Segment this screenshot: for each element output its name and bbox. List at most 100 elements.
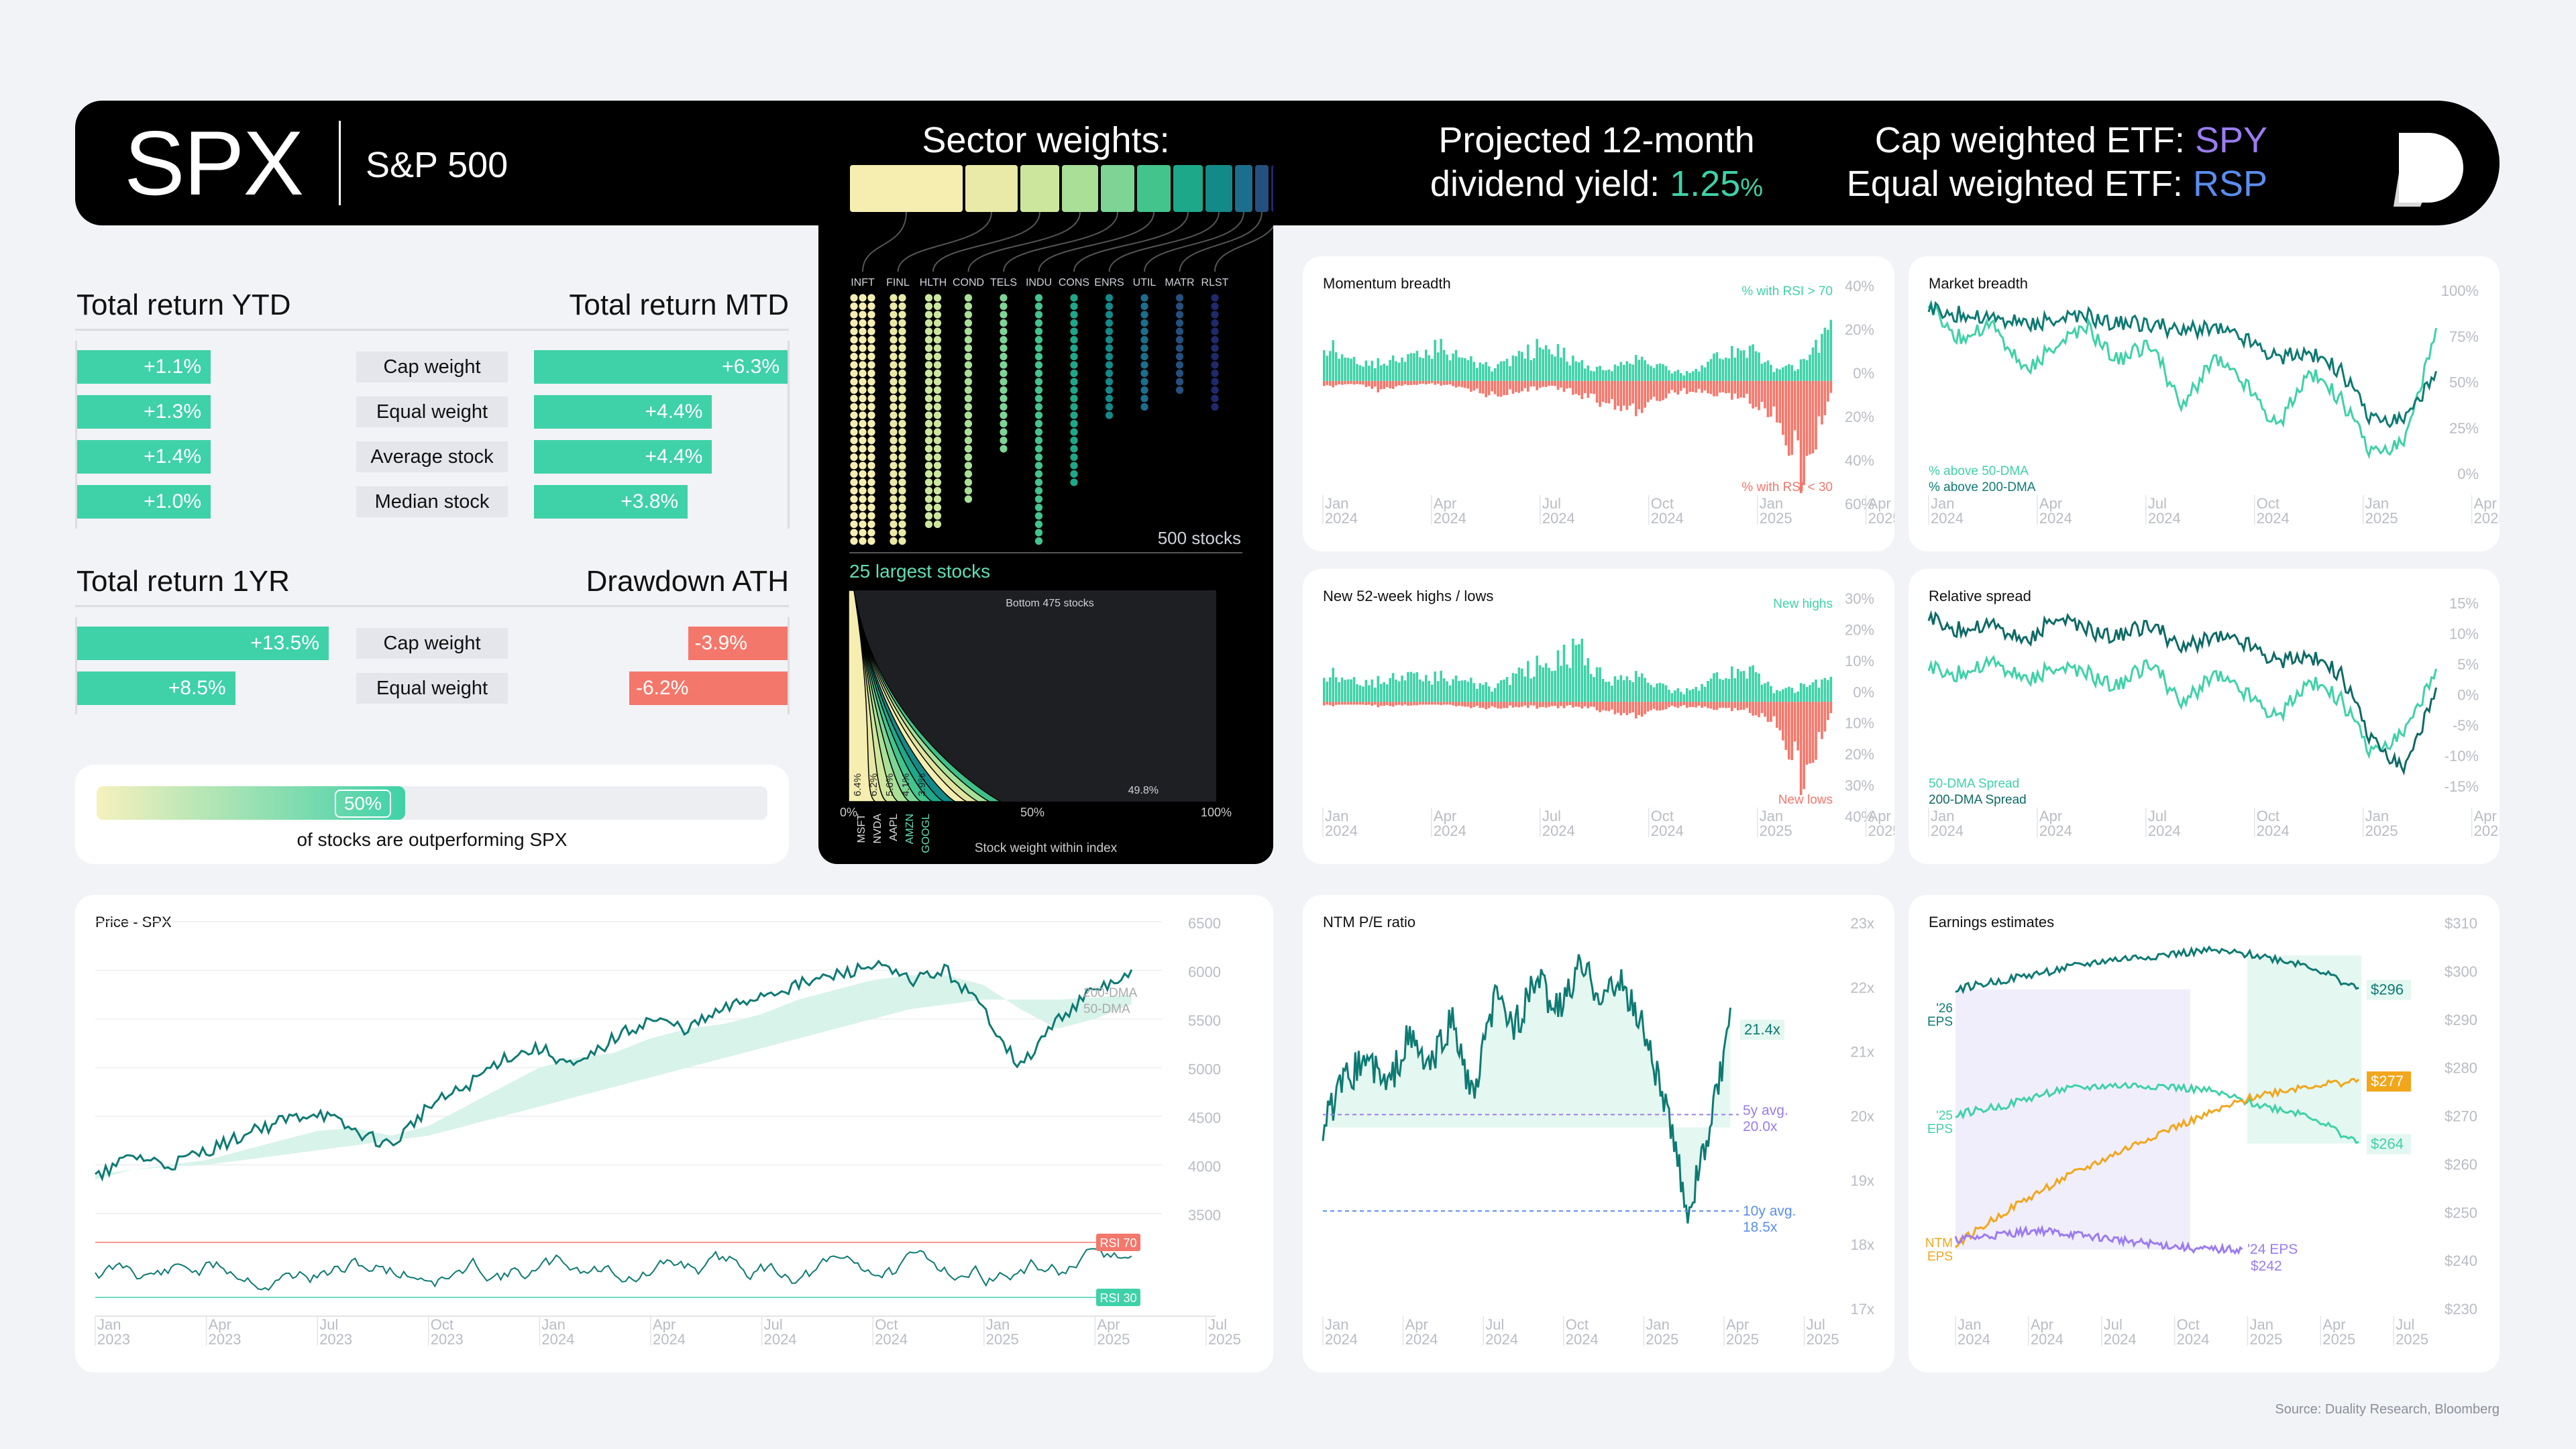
bar-down <box>1742 380 1746 398</box>
sector-dot <box>964 352 973 361</box>
bar-down <box>1799 380 1803 494</box>
sector-connector <box>1144 211 1244 272</box>
bar-down <box>1556 702 1560 708</box>
bar-up <box>1458 681 1460 702</box>
x-tick: Jan <box>986 1316 1010 1333</box>
sector-dot <box>850 311 858 319</box>
bar-down <box>1697 380 1701 389</box>
bar-down <box>1560 380 1562 388</box>
sector-dot <box>1211 327 1219 335</box>
sector-dots-chart: INFT FINL HLTH COND TELS INDU CONS ENRS UTIL MATR… <box>850 165 1273 545</box>
sector-dot <box>1140 352 1148 361</box>
sector-dot <box>1105 319 1114 327</box>
bar-down <box>1817 702 1821 733</box>
x-tick: Jan <box>2249 1316 2273 1333</box>
x-tick: Oct <box>2257 495 2279 512</box>
y-tick: 20% <box>1845 321 1874 338</box>
bar-up <box>1829 676 1833 702</box>
bar-up <box>1650 684 1652 702</box>
sector-dot <box>1034 394 1043 402</box>
y-tick: 19x <box>1851 1172 1874 1189</box>
x-tick: 2025 <box>1807 1331 1839 1348</box>
bar-down <box>1827 380 1829 402</box>
bar-up <box>1532 358 1536 381</box>
bar-up <box>1662 364 1664 381</box>
bar-up <box>1460 358 1464 381</box>
bar-up <box>1652 687 1656 702</box>
sector-connector <box>967 211 1081 272</box>
bar-up <box>1362 686 1364 702</box>
yr-rule <box>75 605 789 607</box>
x-tick: 2023 <box>431 1331 464 1348</box>
sector-dot <box>890 419 898 428</box>
sector-dot <box>898 361 906 369</box>
sector-dot <box>1070 453 1078 462</box>
x-tick: Jul <box>1485 1316 1504 1333</box>
bar-down <box>1601 380 1605 402</box>
sector-dot <box>1070 335 1078 344</box>
sector-dot <box>1034 478 1043 486</box>
sector-dot <box>1000 344 1008 352</box>
x-tick: Jul <box>1208 1316 1227 1333</box>
bar-up <box>1778 369 1782 381</box>
x-tick: 2024 <box>2257 510 2290 527</box>
bar-up <box>1391 355 1395 381</box>
bar-up <box>1823 327 1827 381</box>
bar-up <box>1548 349 1550 381</box>
sector-dot <box>859 470 867 478</box>
bar-up <box>1548 667 1550 702</box>
chart-svg: 100% 75% 50% 25% 0% % above 50-DMA % above 200… <box>1927 282 2500 527</box>
sector-dot <box>859 311 867 319</box>
x-tick: 2023 <box>319 1331 352 1348</box>
sector-dot <box>1105 335 1114 344</box>
bar-up <box>1799 683 1803 702</box>
bar-up <box>1803 684 1805 702</box>
bar-down <box>1472 702 1476 708</box>
bar-down <box>1515 380 1517 392</box>
sector-dot <box>898 462 906 470</box>
bar-up <box>1629 363 1631 381</box>
sector-dot <box>933 428 942 436</box>
y-tick: 0% <box>2457 466 2479 482</box>
sector-dot <box>964 445 973 453</box>
bar-up <box>1428 355 1431 381</box>
sector-dot <box>1070 470 1078 478</box>
stock-weight-label: 6.2% <box>868 773 879 796</box>
sector-dot <box>1175 344 1184 352</box>
sector-weight-block <box>1205 165 1232 212</box>
bar-up <box>1782 367 1784 381</box>
stock-weight-label: 6.4% <box>852 773 863 796</box>
bar-up <box>1815 339 1817 381</box>
bar-up <box>1629 680 1631 702</box>
sector-weight-block <box>1235 165 1252 212</box>
x-tick: Apr <box>2031 1316 2053 1333</box>
bar-down <box>1362 702 1364 705</box>
bar-down <box>1515 702 1517 707</box>
sector-dot <box>1211 335 1219 344</box>
sector-weight-block <box>1101 165 1134 212</box>
bar-down <box>1587 702 1590 708</box>
bar-down <box>1668 702 1670 708</box>
bar-down <box>1695 380 1697 393</box>
sector-dot <box>1034 462 1043 470</box>
bar-down <box>1458 380 1460 387</box>
sector-dot <box>850 453 858 462</box>
bar-down <box>1397 380 1401 386</box>
y-tick: $270 <box>2445 1108 2477 1125</box>
bar-up <box>1358 685 1362 702</box>
bar-down <box>1466 702 1470 707</box>
sector-dot <box>867 470 875 478</box>
bar-up <box>1746 358 1748 381</box>
header-divider <box>339 121 341 205</box>
sector-dot <box>1140 394 1148 402</box>
x-tick: Apr <box>2474 808 2497 824</box>
bar-up <box>1497 683 1499 702</box>
bar-down <box>1401 380 1403 386</box>
sector-dot <box>964 386 973 394</box>
x-tick: Jul <box>2148 808 2167 824</box>
axis-rule <box>75 617 77 714</box>
sector-connector <box>1214 225 1273 272</box>
bar-up <box>1446 681 1448 702</box>
bar-up <box>1766 360 1770 381</box>
y-tick: 100% <box>2441 282 2479 299</box>
